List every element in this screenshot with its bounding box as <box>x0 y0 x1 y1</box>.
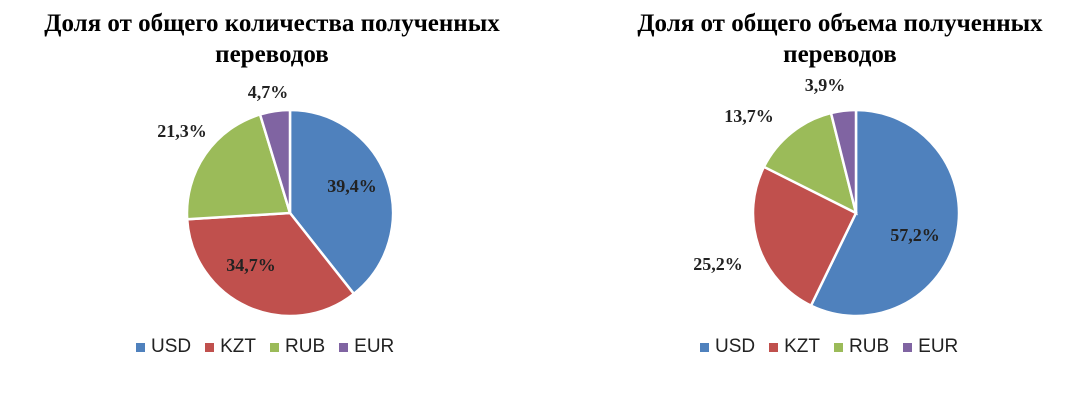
legend-label-eur: EUR <box>918 336 959 357</box>
chart-panel-volume: Доля от общего объема полученных перевод… <box>540 0 1081 415</box>
legend-swatch-eur <box>339 342 349 352</box>
pie-slice-usd <box>288 108 395 296</box>
legend-label-usd: USD <box>715 336 756 357</box>
data-label-kzt: 34,7% <box>226 255 276 275</box>
pie-chart-volume: 57,2% 25,2% 13,7% 3,9% <box>693 75 961 318</box>
pie-slice-eur <box>258 108 292 214</box>
pie-slice-eur <box>829 108 858 214</box>
legend-swatch-kzt <box>205 342 215 352</box>
data-label-usd: 57,2% <box>890 225 940 245</box>
chart-panel-count: Доля от общего количества полученных пер… <box>0 0 540 415</box>
data-label-rub: 21,3% <box>157 121 207 141</box>
legend-item-usd: USD <box>700 336 755 358</box>
legend-swatch-rub <box>834 342 844 352</box>
pie-slice-rub <box>762 111 858 216</box>
data-label-eur: 4,7% <box>248 82 289 102</box>
legend-item-rub: RUB <box>834 336 889 358</box>
chart-title: Доля от общего количества полученных пер… <box>44 10 500 68</box>
legend-item-kzt: KZT <box>769 336 820 358</box>
legend-item-kzt: KZT <box>205 336 256 358</box>
pie-chart-count: 39,4% 34,7% 21,3% 4,7% <box>157 82 395 318</box>
legend-label-kzt: KZT <box>784 336 821 357</box>
legend-label-eur: EUR <box>354 336 395 357</box>
legend-swatch-usd <box>700 342 709 352</box>
legend-item-usd: USD <box>136 336 191 358</box>
pie-slice-usd <box>809 108 961 318</box>
legend-label-usd: USD <box>151 336 192 357</box>
data-label-usd: 39,4% <box>327 176 377 196</box>
data-label-kzt: 25,2% <box>693 254 743 274</box>
legend-item-eur: EUR <box>339 336 394 358</box>
legend-item-eur: EUR <box>903 336 958 358</box>
legend-swatch-kzt <box>769 342 779 352</box>
pie-slice-kzt <box>185 211 356 318</box>
data-label-eur: 3,9% <box>805 75 846 95</box>
pie-slice-rub <box>185 112 292 221</box>
data-label-rub: 13,7% <box>724 106 774 126</box>
legend-label-kzt: KZT <box>220 336 257 357</box>
legend: USD KZT RUB EUR <box>136 336 408 358</box>
legend-item-rub: RUB <box>270 336 325 358</box>
legend-label-rub: RUB <box>285 336 326 357</box>
legend-swatch-rub <box>270 342 280 352</box>
chart-title: Доля от общего объема полученных перевод… <box>637 10 1043 68</box>
legend-label-rub: RUB <box>849 336 890 357</box>
legend: USD KZT RUB EUR <box>700 336 972 358</box>
pie-slice-kzt <box>751 165 858 308</box>
legend-swatch-eur <box>903 342 913 352</box>
legend-swatch-usd <box>136 342 145 352</box>
